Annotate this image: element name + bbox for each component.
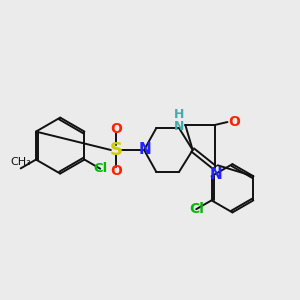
Text: O: O [228,115,240,129]
Text: O: O [110,164,122,178]
Text: N: N [139,142,152,157]
Text: S: S [110,141,123,159]
Text: N: N [210,167,222,182]
Text: Cl: Cl [94,162,108,175]
Text: CH₃: CH₃ [10,157,31,166]
Text: O: O [110,122,122,136]
Text: Cl: Cl [190,202,205,216]
Text: H
N: H N [174,108,184,133]
